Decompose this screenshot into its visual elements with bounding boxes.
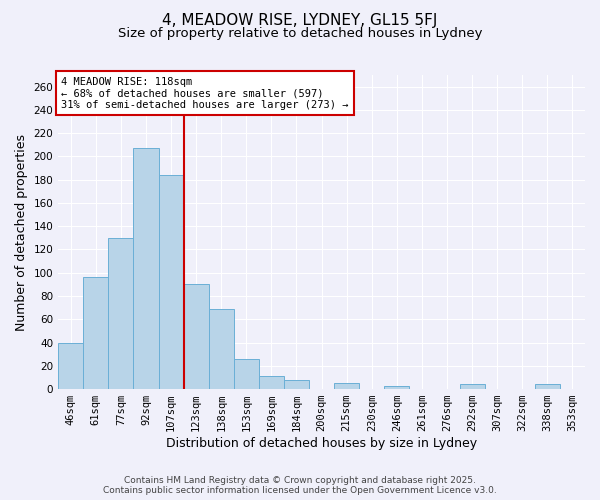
Bar (284, 380, 309, 389)
X-axis label: Distribution of detached houses by size in Lydney: Distribution of detached houses by size … (166, 437, 477, 450)
Text: 4, MEADOW RISE, LYDNEY, GL15 5FJ: 4, MEADOW RISE, LYDNEY, GL15 5FJ (163, 12, 437, 28)
Bar (133, 148, 158, 389)
Bar (158, 175, 184, 389)
Bar (209, 309, 234, 389)
Bar (460, 384, 485, 389)
Text: Contains HM Land Registry data © Crown copyright and database right 2025.
Contai: Contains HM Land Registry data © Crown c… (103, 476, 497, 495)
Bar (109, 238, 133, 389)
Bar (535, 384, 560, 389)
Bar (334, 384, 359, 389)
Bar (259, 376, 284, 389)
Bar (385, 386, 409, 389)
Bar (234, 359, 259, 389)
Bar (184, 284, 209, 389)
Text: Size of property relative to detached houses in Lydney: Size of property relative to detached ho… (118, 28, 482, 40)
Bar (83, 278, 109, 389)
Y-axis label: Number of detached properties: Number of detached properties (15, 134, 28, 330)
Text: 4 MEADOW RISE: 118sqm
← 68% of detached houses are smaller (597)
31% of semi-det: 4 MEADOW RISE: 118sqm ← 68% of detached … (61, 76, 349, 110)
Bar (58, 342, 83, 389)
